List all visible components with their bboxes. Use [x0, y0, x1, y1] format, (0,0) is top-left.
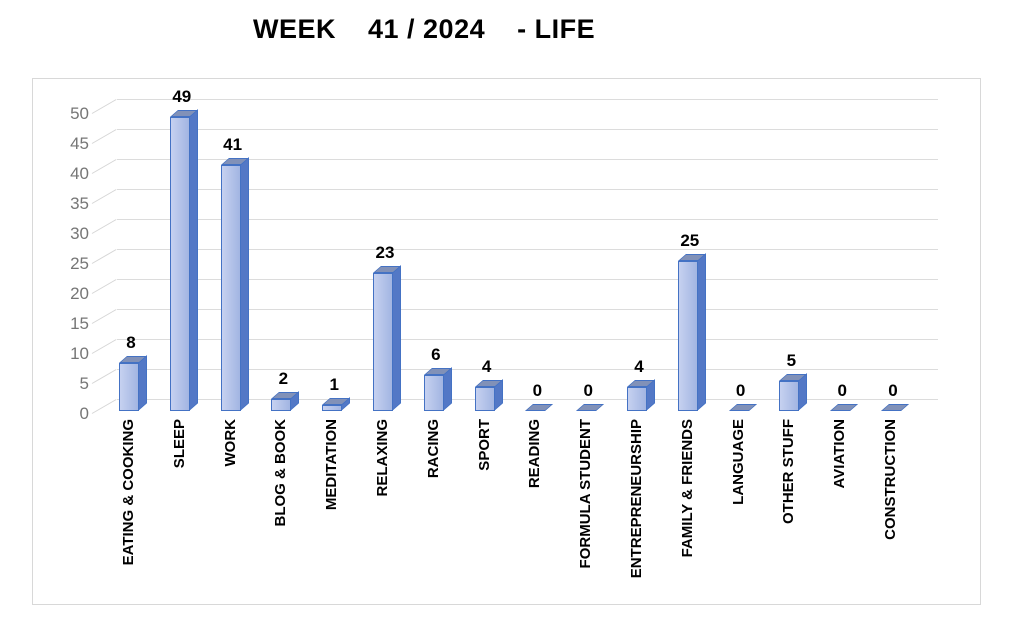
gridline: [117, 219, 938, 220]
y-axis-tick-label: 40: [70, 164, 89, 183]
gridline-depth-connector: [91, 159, 117, 174]
gridline: [117, 159, 938, 160]
gridline: [117, 249, 938, 250]
bar-value-label: 41: [223, 135, 243, 154]
bar: [220, 165, 241, 411]
bar-value-label: 1: [329, 375, 339, 394]
bar-value-label: 23: [375, 243, 395, 262]
bar-value-label: 5: [786, 351, 797, 370]
category-label: MEDITATION: [323, 419, 341, 511]
gridline-depth-connector: [91, 399, 117, 414]
bar: [423, 375, 444, 411]
bar-value-label: 4: [634, 357, 644, 376]
bar-zero-tile: [525, 404, 554, 411]
bar-value-label: 8: [126, 333, 136, 352]
gridline-depth-connector: [91, 279, 117, 294]
bar: [169, 117, 190, 411]
y-axis-tick-label: 0: [79, 404, 89, 423]
gridline: [117, 369, 938, 370]
category-label: ENTREPRENEURSHIP: [628, 419, 645, 579]
gridline-depth-connector: [91, 129, 117, 144]
bar-value-label: 0: [583, 381, 593, 400]
bar: [373, 273, 393, 411]
category-label: OTHER STUFF: [780, 419, 798, 524]
category-label: FAMILY & FRIENDS: [678, 419, 696, 558]
bar-zero-tile: [830, 404, 859, 411]
bar-value-label: 0: [735, 381, 746, 400]
bar-side-face: [798, 373, 808, 411]
gridline: [117, 279, 938, 280]
bar-zero-tile: [881, 404, 910, 411]
bar-value-label: 49: [172, 87, 192, 106]
gridline: [117, 399, 938, 400]
bar-value-label: 0: [888, 381, 898, 400]
bar-value-label: 4: [481, 357, 492, 376]
category-label: BLOG & BOOK: [272, 419, 290, 527]
gridline: [117, 99, 938, 100]
y-axis-tick-label: 30: [70, 224, 89, 243]
y-axis-tick-label: 45: [70, 134, 89, 153]
y-axis-tick-label: 20: [70, 284, 89, 303]
y-axis-tick-label: 5: [79, 374, 89, 393]
chart-area: 0 5 10 15 20 25 30 35 40 45 50 8 EATING & COOKING 49 S…: [32, 78, 981, 605]
bar-side-face: [696, 253, 706, 411]
category-label: RACING: [424, 419, 442, 479]
bar-zero-tile: [728, 404, 757, 411]
gridline: [117, 189, 938, 190]
bar: [779, 381, 800, 411]
category-label: READING: [526, 419, 544, 489]
category-label: EATING & COOKING: [120, 419, 137, 566]
category-label: AVIATION: [831, 419, 849, 489]
gridline-depth-connector: [91, 369, 117, 384]
bar: [322, 405, 343, 411]
y-axis-tick-label: 50: [70, 104, 89, 123]
bar-value-label: 0: [837, 381, 847, 400]
bar-side-face: [188, 109, 198, 411]
category-label: WORK: [221, 419, 239, 467]
bar: [677, 261, 698, 411]
bar-side-face: [442, 367, 452, 411]
bar: [627, 387, 647, 411]
bar: [474, 387, 495, 411]
bar-value-label: 0: [532, 381, 543, 400]
bar-value-label: 6: [431, 345, 441, 364]
gridline-depth-connector: [91, 99, 117, 114]
gridline: [117, 309, 938, 310]
category-label: RELAXING: [374, 419, 391, 497]
bar-value-label: 25: [680, 231, 700, 250]
plot-area: 0 5 10 15 20 25 30 35 40 45 50 8 EATING & COOKING 49 S…: [33, 79, 980, 604]
bar: [271, 399, 292, 411]
bar-value-label: 2: [278, 369, 289, 388]
gridline-depth-connector: [91, 189, 117, 204]
bar: [119, 363, 139, 411]
category-label: LANGUAGE: [729, 419, 747, 505]
category-label: FORMULA STUDENT: [577, 419, 595, 569]
bar-side-face: [138, 355, 147, 411]
y-axis-tick-label: 10: [70, 344, 89, 363]
gridline: [117, 129, 938, 130]
category-label: SPORT: [475, 419, 493, 471]
category-label: SLEEP: [170, 419, 188, 469]
bar-zero-tile: [576, 404, 605, 411]
y-axis-tick-label: 35: [70, 194, 89, 213]
gridline: [117, 339, 938, 340]
gridline-depth-connector: [91, 309, 117, 324]
category-label: CONSTRUCTION: [882, 419, 899, 540]
bar-side-face: [239, 157, 249, 411]
bar-side-face: [392, 265, 401, 411]
y-axis-tick-label: 25: [70, 254, 89, 273]
gridline-depth-connector: [91, 249, 117, 264]
y-axis-tick-label: 15: [70, 314, 89, 333]
chart-title: WEEK 41 / 2024 - LIFE: [253, 14, 596, 44]
gridline-depth-connector: [91, 219, 117, 234]
